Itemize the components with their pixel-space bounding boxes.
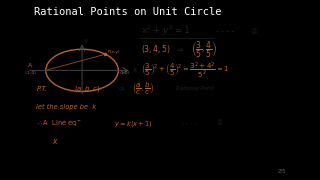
Text: y: y [84,38,88,44]
Text: - - - -: - - - - [181,121,196,126]
Text: P.T.: P.T. [36,86,47,92]
Text: $y = k(x+1)$: $y = k(x+1)$ [114,119,153,129]
Text: $\Rightarrow$: $\Rightarrow$ [175,45,184,54]
Text: $(a,b,c)$: $(a,b,c)$ [74,84,101,94]
Text: (1,0): (1,0) [120,71,130,75]
Text: - - - -: - - - - [216,27,235,36]
Text: ②: ② [250,27,257,36]
Text: $(3,4,5)$: $(3,4,5)$ [141,43,171,55]
Text: Rational Point: Rational Point [176,86,214,91]
Text: A: A [28,63,32,68]
Text: $\left(\dfrac{3}{5}, \dfrac{4}{5}\right)$: $\left(\dfrac{3}{5}, \dfrac{4}{5}\right)… [191,39,217,60]
Text: x: x [52,137,57,146]
Text: P(x,y): P(x,y) [108,50,120,54]
Text: $x^2+y^2=1$: $x^2+y^2=1$ [141,24,190,38]
Text: $\therefore$A  Line eq$^-$: $\therefore$A Line eq$^-$ [36,118,83,128]
Text: Rational Points on Unit Circle: Rational Points on Unit Circle [34,7,221,17]
Text: $\left(\dfrac{a}{c}, \dfrac{b}{c}\right)$: $\left(\dfrac{a}{c}, \dfrac{b}{c}\right)… [132,80,154,96]
Text: 2/5: 2/5 [278,169,286,174]
Text: let the slope be  k: let the slope be k [36,104,97,110]
Text: $\Rightarrow$: $\Rightarrow$ [116,84,125,93]
Text: ①: ① [216,120,223,126]
Text: x: x [133,67,137,73]
Text: $\left(\dfrac{3}{5}\right)^{\!2}+\left(\dfrac{4}{5}\right)^{\!2}=\dfrac{3^2+4^2}: $\left(\dfrac{3}{5}\right)^{\!2}+\left(\… [141,60,229,80]
Text: (-1,0): (-1,0) [25,71,37,75]
